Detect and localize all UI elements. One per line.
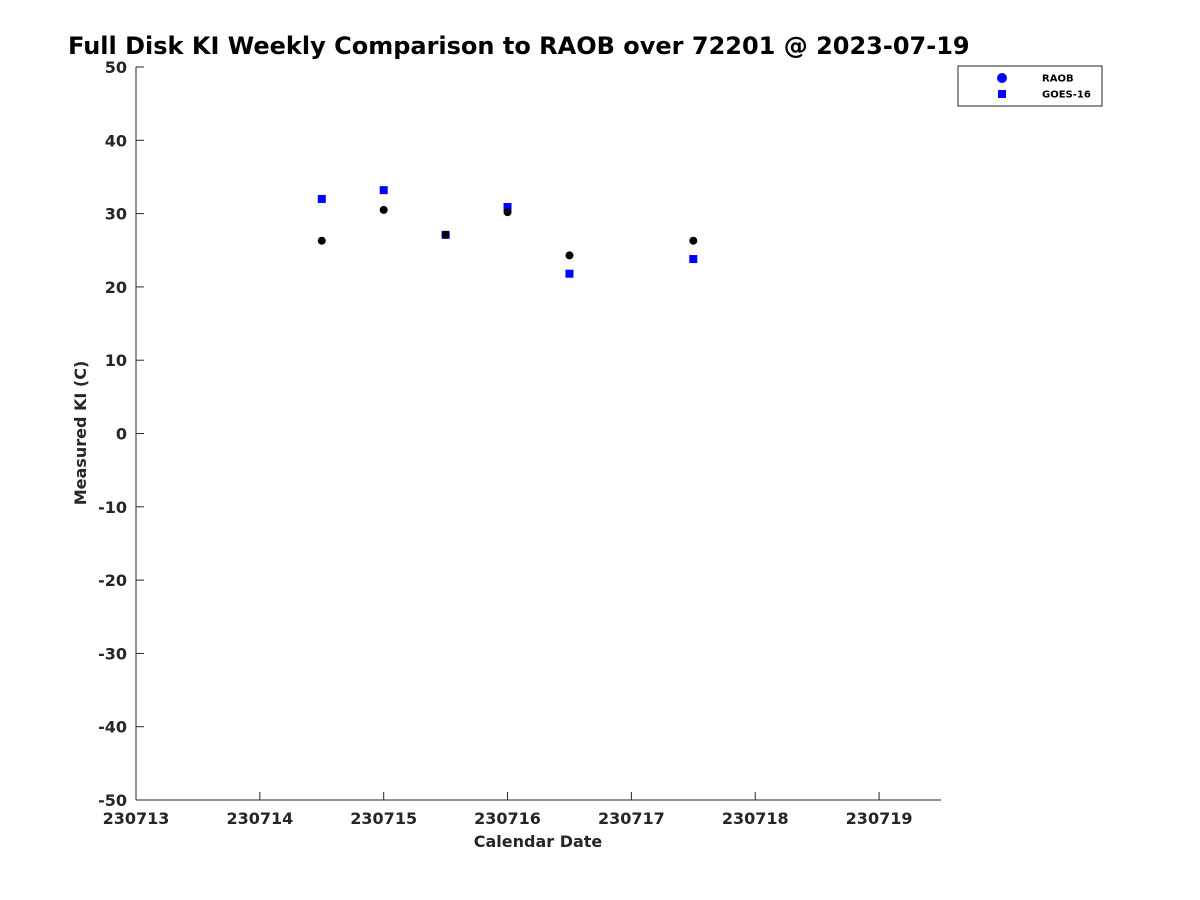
raob-point	[379, 205, 388, 214]
x-tick-label: 230718	[722, 809, 789, 828]
goes16-point	[565, 269, 574, 278]
x-tick-label: 230713	[103, 809, 170, 828]
raob-point	[689, 236, 698, 245]
goes16-point	[689, 255, 698, 264]
x-tick-label: 230719	[846, 809, 913, 828]
raob-point	[565, 251, 574, 260]
data-points	[317, 186, 698, 278]
y-axis-label: Measured KI (C)	[71, 361, 90, 506]
raob-point	[441, 230, 450, 239]
y-ticks: 50 40 30 20 10 0 -10 -20 -30 -40 -50	[98, 58, 144, 810]
raob-point	[317, 236, 326, 245]
legend-marker-raob	[997, 73, 1007, 83]
y-tick-label: -10	[98, 498, 127, 517]
raob-point	[503, 208, 512, 217]
legend-label-goes16: GOES-16	[1042, 90, 1091, 101]
legend: RAOB GOES-16	[957, 65, 1103, 107]
legend-marker-goes16	[998, 90, 1006, 98]
y-tick-label: 30	[105, 205, 127, 224]
x-axis-label: Calendar Date	[474, 832, 603, 851]
chart-title: Full Disk KI Weekly Comparison to RAOB o…	[68, 32, 970, 60]
y-tick-label: 0	[116, 425, 127, 444]
goes16-point	[379, 186, 388, 195]
x-tick-label: 230717	[598, 809, 665, 828]
axes	[135, 67, 941, 801]
x-tick-label: 230716	[474, 809, 541, 828]
goes16-point	[317, 194, 326, 203]
y-tick-label: -30	[98, 644, 127, 663]
y-tick-label: 50	[105, 58, 127, 77]
legend-label-raob: RAOB	[1042, 74, 1074, 85]
goes16-point	[503, 203, 512, 212]
x-tick-label: 230715	[350, 809, 417, 828]
y-tick-label: -50	[98, 791, 127, 810]
x-tick-label: 230714	[226, 809, 293, 828]
y-tick-label: 10	[105, 351, 127, 370]
y-tick-label: -20	[98, 571, 127, 590]
y-tick-label: 40	[105, 131, 127, 150]
y-tick-label: 20	[105, 278, 127, 297]
y-tick-label: -40	[98, 718, 127, 737]
legend-box	[957, 65, 1103, 107]
x-ticks: 230713 230714 230715 230716 230717 230718 2307…	[103, 792, 913, 828]
